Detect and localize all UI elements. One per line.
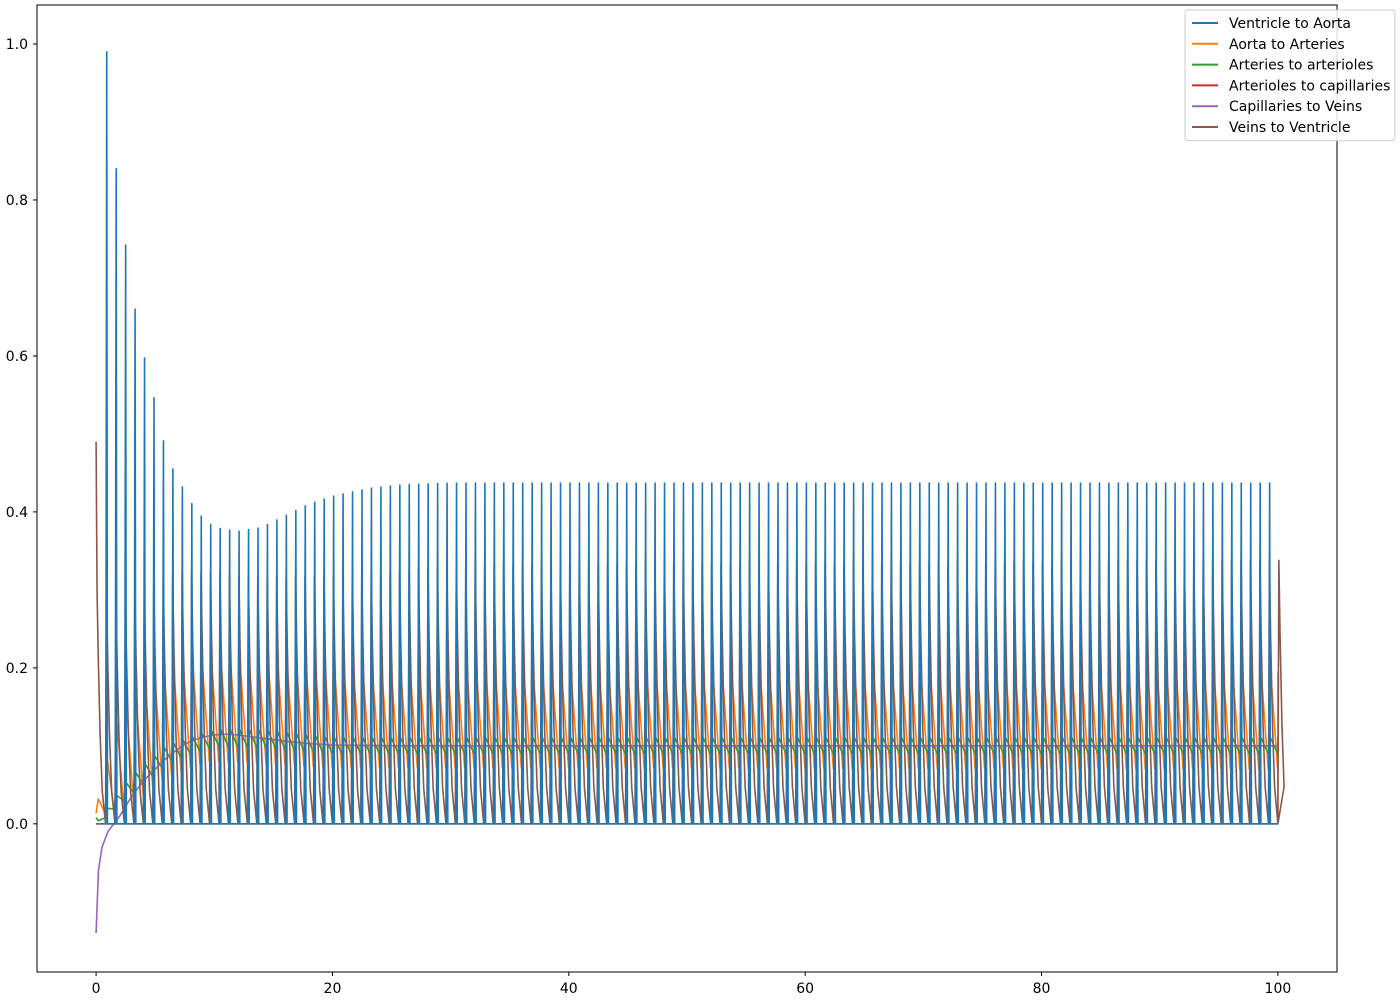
legend-label: Ventricle to Aorta	[1229, 16, 1351, 32]
legend-label: Capillaries to Veins	[1229, 99, 1362, 115]
series-ventricle-to-aorta-line	[97, 50, 1278, 825]
x-tick-label: 20	[324, 981, 342, 997]
legend-label: Arterioles to capillaries	[1229, 78, 1390, 94]
legend-label: Aorta to Arteries	[1229, 37, 1345, 53]
x-axis: 0 20 40 60 80 100	[92, 972, 1292, 997]
y-tick-label: 0.8	[6, 193, 28, 209]
plot-area-frame	[36, 4, 1338, 973]
x-tick-label: 80	[1033, 981, 1051, 997]
legend-label: Arteries to arterioles	[1229, 58, 1373, 74]
series-layer	[95, 50, 1285, 934]
y-tick-label: 0.2	[6, 661, 28, 677]
y-axis: 0.0 0.2 0.4 0.6 0.8 1.0	[6, 37, 37, 833]
x-tick-label: 0	[92, 981, 101, 997]
y-tick-label: 0.0	[6, 817, 28, 833]
y-tick-label: 0.4	[6, 505, 28, 521]
x-tick-label: 40	[560, 981, 578, 997]
y-tick-label: 1.0	[6, 37, 28, 53]
legend-box	[1184, 9, 1396, 142]
x-tick-label: 60	[796, 981, 814, 997]
legend: Ventricle to Aorta Aorta to Arteries Arter…	[1184, 9, 1396, 142]
legend-label: Veins to Ventricle	[1229, 120, 1350, 136]
x-tick-label: 100	[1265, 981, 1292, 997]
y-tick-label: 0.6	[6, 349, 28, 365]
